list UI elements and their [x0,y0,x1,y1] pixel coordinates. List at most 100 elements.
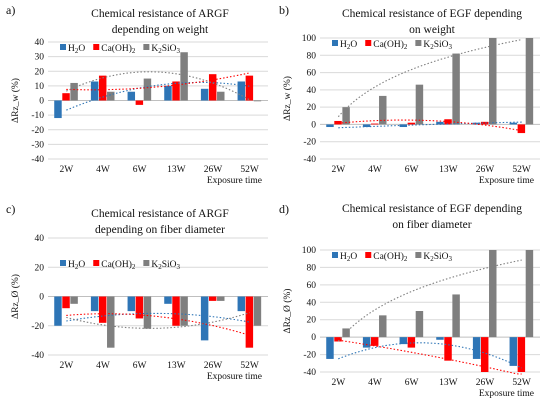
y-axis-label: ΔRz_Ø (%) [282,289,293,334]
bar-k2sio3-6w [143,296,152,329]
trendline-k2sio3 [337,259,522,342]
y-axis-label: ΔRz_w (%) [10,78,21,123]
x-tick-label: 26W [204,361,223,371]
y-axis-label: ΔRz_Ø (%) [10,274,21,319]
bar-k2sio3-4w [379,95,387,125]
y-tick-label: 30 [35,53,45,63]
y-tick-label: -40 [303,155,316,165]
bar-caoh2-4w [370,123,379,125]
bar-k2sio3-13w [452,294,460,338]
y-tick-label: 100 [302,246,317,256]
bar-k2sio3-26w [489,250,497,338]
x-tick-label: 6W [133,165,147,175]
y-axis-label: ΔRz_w (%) [282,76,293,121]
bar-h2o-4w [90,296,99,312]
chart-panel-3: c) Chemical resistance of ARGF depending o… [6,202,268,382]
x-tick-label: 13W [439,165,458,175]
bar-caoh2-4w [370,337,379,346]
bar-caoh2-26w [208,74,217,101]
legend-swatch [93,44,100,50]
y-tick-label: 40 [307,298,317,308]
bar-h2o-6w [399,337,408,345]
bar-k2sio3-2w [342,107,350,125]
y-tick-label: 10 [35,82,45,92]
legend-entry: Ca(OH)2 [373,251,408,263]
chart-title: Chemical resistance of ARGF [91,8,229,20]
bar-caoh2-26w [208,296,217,301]
bar-h2o-26w [472,122,481,125]
chart-panel-1: a) Chemical resistance of ARGF depending o… [6,3,268,186]
bar-k2sio3-26w [489,38,497,125]
bar-h2o-6w [399,124,408,128]
bar-h2o-4w [362,124,371,128]
x-tick-label: 4W [368,378,382,388]
bar-h2o-26w [200,88,209,101]
y-tick-label: 40 [35,234,45,244]
bar-h2o-52w [237,296,246,312]
bar-k2sio3-4w [379,315,387,338]
bar-caoh2-6w [135,296,144,319]
bar-caoh2-13w [444,337,452,361]
y-tick-label: 100 [302,34,317,44]
bar-caoh2-2w [62,296,70,309]
bar-h2o-13w [436,337,444,340]
bar-h2o-13w [436,121,444,125]
chart-title: depending on fiber diameter [95,224,225,236]
bar-caoh2-52w [245,75,254,101]
legend-swatch [143,44,150,50]
bar-h2o-4w [90,81,99,101]
bar-caoh2-4w [98,296,107,323]
bar-h2o-13w [164,85,172,101]
legend-entry: K2SiO3 [151,260,180,271]
y-tick-label: 0 [39,97,44,107]
y-tick-label: 20 [307,316,317,326]
bar-caoh2-52w [517,337,526,372]
y-tick-label: -40 [31,155,44,165]
x-tick-label: 13W [167,165,186,175]
trendline-caoh2 [66,72,250,91]
trendline-k2sio3 [66,312,250,329]
legend-entry: K2SiO3 [423,40,452,51]
legend-entry: Ca(OH)2 [101,259,136,271]
bar-caoh2-2w [62,93,70,101]
bar-caoh2-13w [172,81,180,101]
legend-swatch [93,260,100,266]
chart-panel-2: b) Chemical resistance of EGF depending on… [279,3,540,186]
bar-h2o-2w [54,100,62,119]
x-tick-label: 6W [133,361,147,371]
y-tick-label: 20 [35,263,45,273]
y-tick-label: -10 [31,111,44,121]
legend-swatch [365,40,372,46]
x-axis-label: Exposure time [207,176,262,186]
y-tick-label: -20 [31,322,44,332]
trendline-h2o [338,342,522,369]
legend-entry: H2O [68,44,85,55]
y-tick-label: -20 [303,138,316,148]
x-tick-label: 26W [204,165,223,175]
x-tick-label: 2W [59,361,73,371]
bar-caoh2-13w [172,296,180,326]
panel-label: d) [279,202,289,216]
legend-swatch [60,260,66,266]
bar-k2sio3-52w [525,38,534,125]
x-tick-label: 13W [167,361,186,371]
x-tick-label: 52W [512,165,531,175]
chart-title: depending on weight [112,24,209,36]
bar-caoh2-2w [334,337,342,342]
bar-h2o-26w [200,296,209,341]
y-tick-label: 80 [307,51,317,61]
chart-title: on fiber diameter [392,219,471,231]
bar-h2o-2w [54,296,62,326]
legend-swatch [415,252,422,258]
chart-title: on weight [409,24,455,36]
x-tick-label: 52W [240,165,259,175]
bar-k2sio3-2w [70,82,78,101]
bar-caoh2-6w [407,122,416,125]
y-tick-label: 20 [307,103,317,113]
bar-k2sio3-52w [253,296,262,326]
y-tick-label: -20 [303,351,316,361]
trendline-h2o [66,81,250,111]
legend-swatch [415,40,422,46]
trendline-h2o [338,121,522,129]
